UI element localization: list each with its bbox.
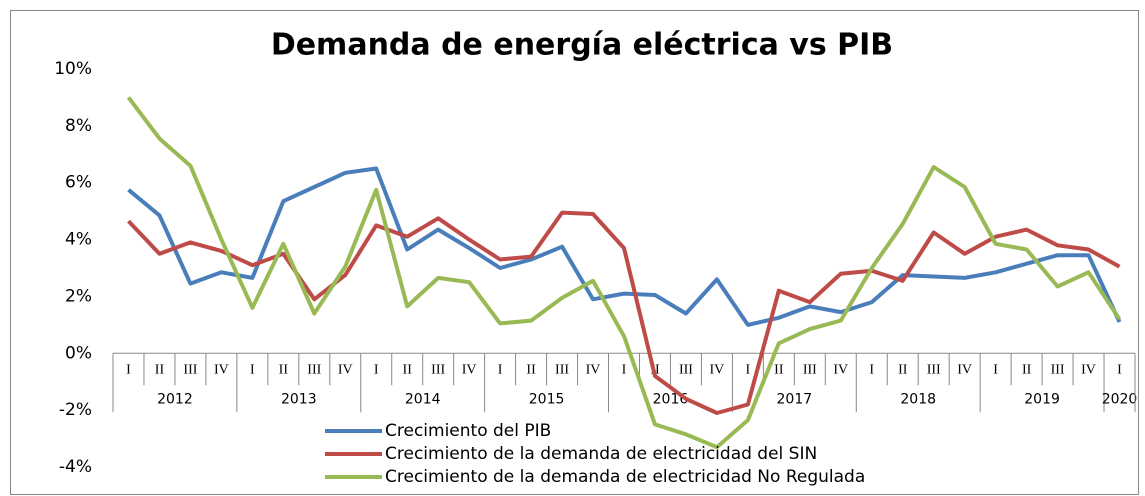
series-line	[127, 166, 1122, 327]
x-tick-label: I	[374, 363, 379, 378]
x-tick-label: I	[1117, 363, 1122, 378]
y-tick-label: 2%	[65, 286, 92, 306]
x-tick-label: I	[250, 363, 255, 378]
y-tick-label: 6%	[65, 173, 92, 193]
x-tick-label: III	[183, 363, 197, 378]
x-tick-label: II	[774, 363, 784, 378]
y-tick-label: -2%	[59, 400, 92, 420]
x-tick-label: II	[155, 363, 165, 378]
legend-label: Crecimiento de la demanda de electricida…	[385, 444, 817, 464]
x-tick-label: II	[898, 363, 908, 378]
x-tick-label: III	[431, 363, 445, 378]
year-label: 2015	[529, 391, 565, 407]
x-tick-label: IV	[1081, 363, 1096, 378]
x-tick-label: II	[1022, 363, 1032, 378]
x-tick-label: III	[679, 363, 693, 378]
x-tick-label: I	[622, 363, 627, 378]
x-tick-label: III	[927, 363, 941, 378]
year-label: 2013	[281, 391, 317, 407]
x-tick-label: IV	[957, 363, 972, 378]
year-label: 2012	[157, 391, 193, 407]
chart-title: Demanda de energía eléctrica vs PIB	[271, 28, 893, 63]
x-tick-label: IV	[338, 363, 353, 378]
x-tick-label: I	[869, 363, 874, 378]
year-label: 2014	[405, 391, 441, 407]
y-tick-label: -4%	[59, 457, 92, 477]
x-tick-label: IV	[710, 363, 725, 378]
x-tick-label: IV	[462, 363, 477, 378]
x-tick-label: III	[307, 363, 321, 378]
legend-label: Crecimiento de la demanda de electricida…	[385, 467, 865, 487]
y-tick-label: 8%	[65, 116, 92, 136]
x-tick-label: I	[126, 363, 131, 378]
x-tick-label: III	[1051, 363, 1065, 378]
y-tick-label: 0%	[65, 343, 92, 363]
year-label: 2016	[653, 391, 689, 407]
x-tick-label: III	[803, 363, 817, 378]
x-tick-label: I	[993, 363, 998, 378]
x-tick-label: IV	[214, 363, 229, 378]
chart-border	[10, 10, 1139, 495]
x-tick-label: I	[498, 363, 503, 378]
x-tick-label: IV	[586, 363, 601, 378]
x-tick-label: II	[279, 363, 289, 378]
x-tick-label: III	[555, 363, 569, 378]
series-line	[126, 96, 1122, 450]
x-tick-label: II	[526, 363, 536, 378]
year-label: 2019	[1024, 391, 1060, 407]
legend-label: Crecimiento del PIB	[385, 421, 551, 441]
year-label: 2018	[900, 391, 936, 407]
x-tick-label: II	[403, 363, 413, 378]
x-tick-label: IV	[833, 363, 848, 378]
year-label: 2017	[777, 391, 813, 407]
y-tick-label: 10%	[54, 59, 92, 79]
x-tick-label: I	[746, 363, 751, 378]
year-label: 2020	[1102, 391, 1138, 407]
y-tick-label: 4%	[65, 230, 92, 250]
